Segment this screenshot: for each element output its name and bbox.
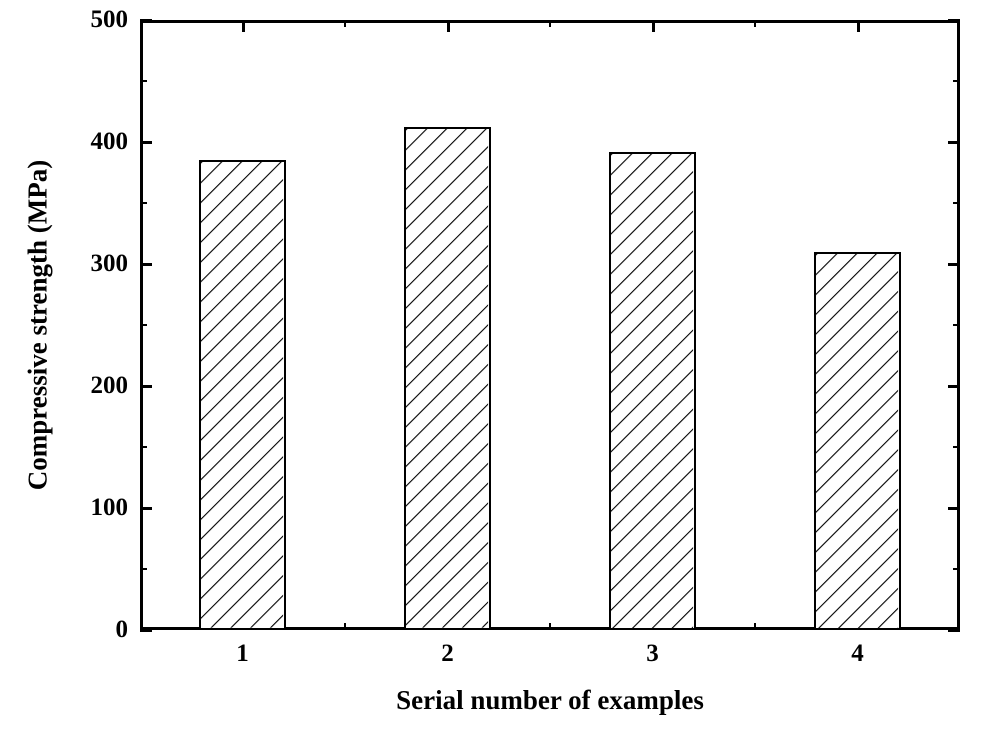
y-tick-label: 300 [48,250,128,278]
x-tick-major [242,20,245,32]
y-tick-minor [953,324,960,326]
y-tick-major [948,141,960,144]
y-tick-minor [140,80,147,82]
x-tick-minor [344,623,346,630]
x-tick-minor [549,623,551,630]
y-tick-minor [953,568,960,570]
y-tick-minor [140,446,147,448]
x-tick-major [857,20,860,32]
y-tick-major [948,19,960,22]
x-tick-major [652,20,655,32]
y-tick-major [140,19,152,22]
y-tick-minor [953,446,960,448]
y-tick-major [140,385,152,388]
y-tick-major [948,263,960,266]
y-tick-label: 400 [48,128,128,156]
y-tick-minor [953,202,960,204]
y-tick-label: 200 [48,372,128,400]
y-tick-minor [140,202,147,204]
x-tick-minor [754,623,756,630]
x-tick-minor [754,20,756,27]
x-tick-minor [344,20,346,27]
x-tick-minor [549,20,551,27]
y-tick-minor [140,324,147,326]
y-tick-label: 0 [48,616,128,644]
chart-container: Compressive strength (MPa) Serial number… [0,0,1000,752]
y-axis-label: Compressive strength (MPa) [23,160,54,490]
y-tick-major [140,507,152,510]
y-tick-label: 500 [48,6,128,34]
y-tick-major [140,629,152,632]
y-tick-minor [140,568,147,570]
y-tick-major [948,385,960,388]
y-tick-major [140,141,152,144]
y-tick-major [948,629,960,632]
x-tick-label: 4 [851,640,864,668]
x-tick-label: 2 [441,640,454,668]
x-tick-label: 1 [236,640,249,668]
bar [609,152,695,630]
x-axis-label: Serial number of examples [396,685,704,716]
x-tick-major [447,20,450,32]
x-tick-label: 3 [646,640,659,668]
y-tick-major [948,507,960,510]
bar [404,127,490,630]
y-tick-major [140,263,152,266]
bar [199,160,285,630]
y-tick-minor [953,80,960,82]
y-tick-label: 100 [48,494,128,522]
bar [814,252,900,630]
